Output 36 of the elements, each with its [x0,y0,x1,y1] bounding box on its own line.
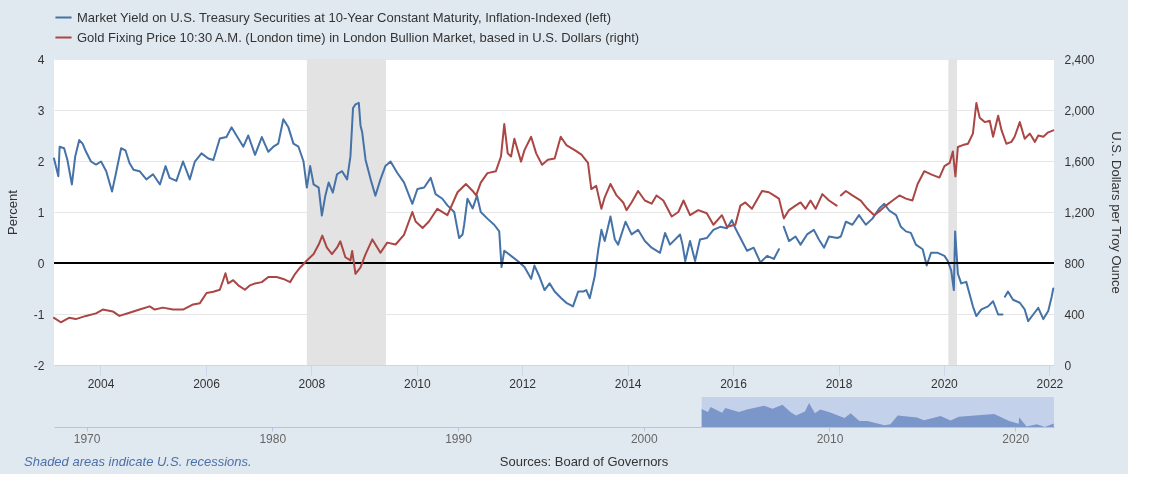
y-tick-label: -2 [33,358,45,373]
x-tick-label: 2022 [1036,376,1064,391]
x-tick-label: 1980 [259,431,287,446]
x-tick-label: 2000 [630,431,658,446]
x-tick-label: 2020 [931,376,959,391]
y2-tick-label: 400 [1064,307,1085,322]
legend-label: Gold Fixing Price 10:30 A.M. (London time) in London Bullion Market, based in U.S. Dollars (right) [77,29,640,45]
x-tick-label: 2014 [614,376,642,391]
text: Shaded areas indicate U.S. recessions. [24,454,252,469]
y2-tick-label: 2,000 [1064,103,1095,118]
x-tick-label: 2006 [193,376,221,391]
y2-tick-label: 0 [1064,358,1072,373]
y2-axis-title: U.S. Dollars per Troy Ounce [1108,131,1124,294]
y2-tick-label: 800 [1064,256,1085,271]
x-tick-label: 2018 [825,376,853,391]
x-tick-label: 2008 [298,376,326,391]
x-tick-label: 2004 [87,376,115,391]
y-tick-label: 0 [37,256,45,271]
y-tick-label: 1 [37,205,45,220]
y2-tick-label: 1,600 [1064,154,1095,169]
y-tick-label: -1 [33,307,45,322]
y-axis-title: Percent [4,189,20,235]
x-tick-label: 2016 [720,376,748,391]
x-tick-label: 2010 [816,431,844,446]
x-tick-label: 2020 [1002,431,1030,446]
y2-tick-label: 2,400 [1064,52,1095,67]
y2-tick-label: 1,200 [1064,205,1095,220]
x-tick-label: 1990 [445,431,473,446]
legend-label: Market Yield on U.S. Treasury Securities at 10-Year Constant Maturity, Inflation-Indexed (left) [77,9,611,25]
y-tick-label: 2 [37,154,45,169]
y-tick-label: 4 [37,52,45,67]
x-tick-label: 2010 [403,376,431,391]
y-tick-label: 3 [37,103,45,118]
x-tick-label: 2012 [509,376,537,391]
source-note: Sources: Board of Governors [499,454,669,469]
x-tick-label: 1970 [73,431,101,446]
